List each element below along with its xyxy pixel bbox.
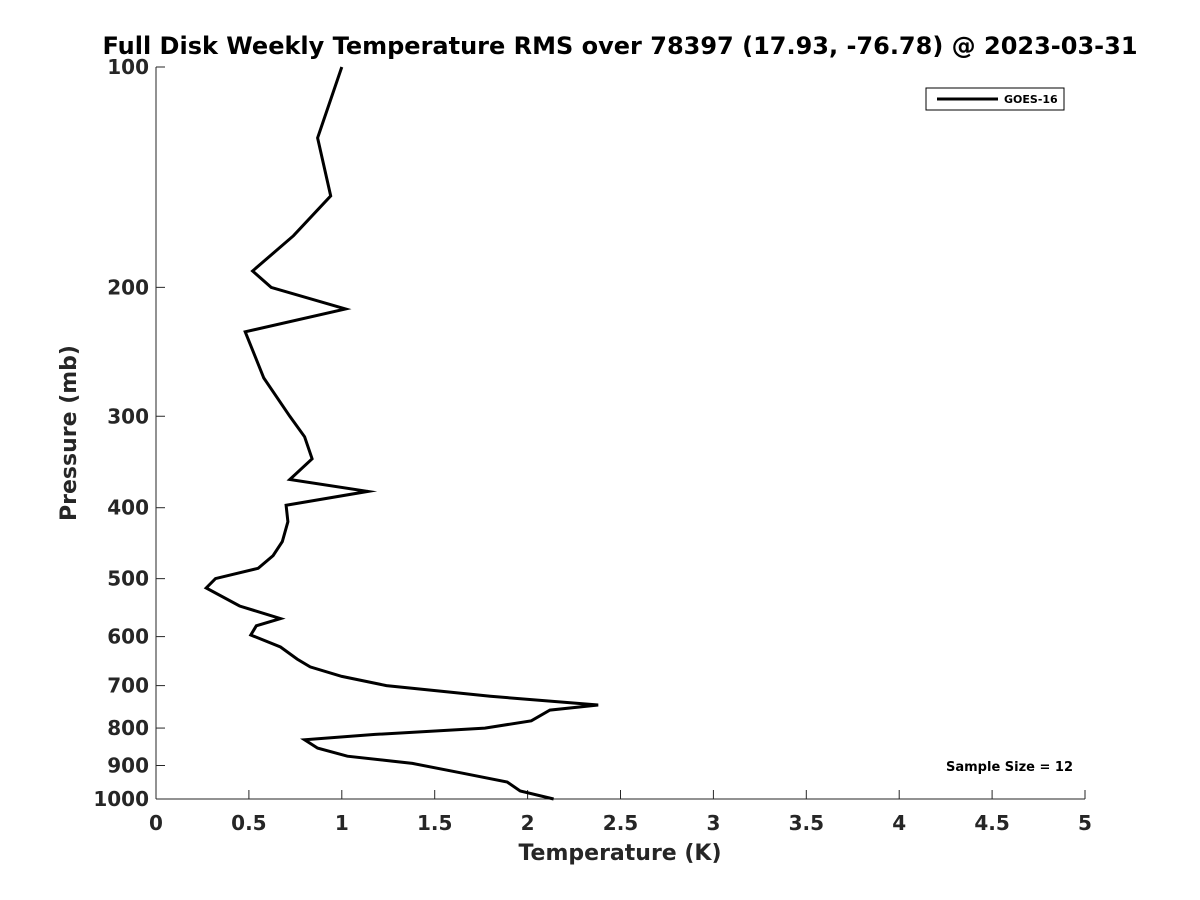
y-axis-label: Pressure (mb) [57,345,82,521]
y-tick-label: 100 [107,55,149,79]
y-tick-label: 400 [107,496,149,520]
x-tick-label: 1 [335,811,349,835]
sample-size-annotation: Sample Size = 12 [946,760,1073,775]
y-tick-label: 500 [107,567,149,591]
y-tick-label: 600 [107,625,149,649]
x-tick-label: 2 [521,811,535,835]
chart-title: Full Disk Weekly Temperature RMS over 78… [102,32,1137,60]
y-tick-label: 300 [107,404,149,428]
x-tick-label: 1.5 [417,811,452,835]
series-line-goes-16 [203,66,599,801]
x-tick-label: 5 [1078,811,1092,835]
y-tick-label: 1000 [93,787,149,811]
x-tick-label: 3 [706,811,720,835]
x-tick-label: 4.5 [974,811,1009,835]
series-layer [203,66,599,801]
x-axis-label: Temperature (K) [518,841,721,866]
y-tick-label: 900 [107,754,149,778]
y-tick-label: 200 [107,275,149,299]
y-axis-ticks: 100 200 300 400 500 600 700 800 900 1000 [93,55,165,811]
x-axis-ticks: 0 0.5 1 1.5 2 2.5 3 3.5 4 4.5 5 [149,790,1092,835]
x-tick-label: 0.5 [231,811,266,835]
legend: GOES-16 [925,87,1065,111]
y-tick-label: 800 [107,716,149,740]
legend-label-goes16: GOES-16 [1004,93,1058,106]
x-tick-label: 4 [892,811,906,835]
x-tick-label: 0 [149,811,163,835]
x-tick-label: 3.5 [789,811,824,835]
x-tick-label: 2.5 [603,811,638,835]
y-tick-label: 700 [107,674,149,698]
